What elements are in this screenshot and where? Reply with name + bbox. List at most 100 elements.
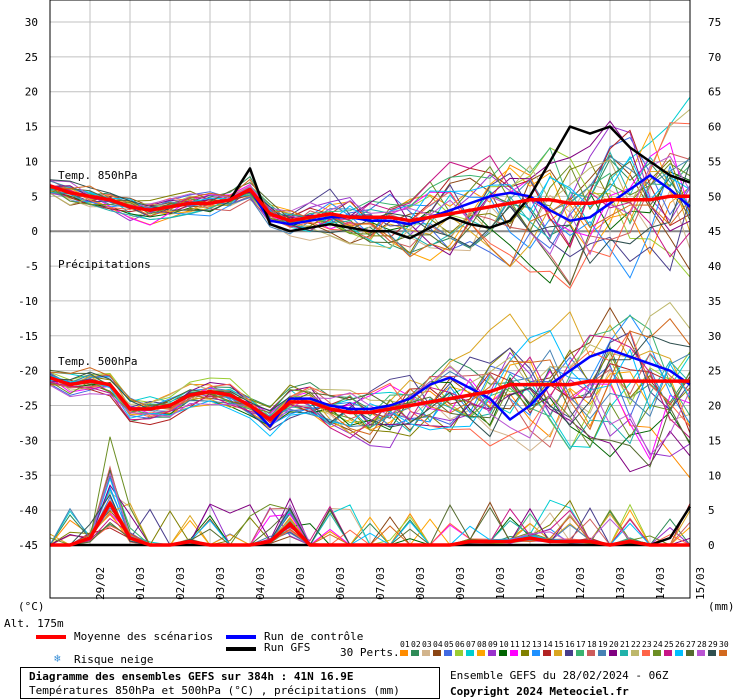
- pert-line-t500: [49, 366, 691, 457]
- pert-swatch: [697, 650, 705, 656]
- pert-line-t850: [49, 163, 691, 235]
- pert-swatch: [466, 650, 474, 656]
- pert-swatch: [521, 650, 529, 656]
- pert-swatch: [587, 650, 595, 656]
- ytick-left: -5: [25, 260, 38, 273]
- snowflake-icon: ❄: [54, 652, 61, 665]
- xtick-date: 29/02: [94, 567, 107, 600]
- pert-line-t850: [49, 155, 691, 256]
- pert-number: 08: [477, 640, 487, 649]
- pert-number: 18: [587, 640, 597, 649]
- ytick-right: 5: [708, 504, 715, 517]
- pert-number: 16: [565, 640, 575, 649]
- ytick-right: 0: [708, 539, 715, 552]
- ytick-left: 10: [25, 155, 38, 168]
- pert-number: 20: [609, 640, 619, 649]
- legend-snow-label: Risque neige: [74, 653, 154, 666]
- pert-number: 02: [411, 640, 421, 649]
- pert-number: 30: [719, 640, 729, 649]
- title-box: Diagramme des ensembles GEFS sur 384h : …: [20, 667, 440, 699]
- chart-title: Diagramme des ensembles GEFS sur 384h : …: [29, 670, 354, 683]
- pert-swatch: [653, 650, 661, 656]
- pert-number: 04: [433, 640, 443, 649]
- pert-swatch: [400, 650, 408, 656]
- ytick-left: 25: [25, 51, 38, 64]
- ytick-left: -10: [18, 295, 38, 308]
- run-info: Ensemble GEFS du 28/02/2024 - 06Z: [450, 669, 669, 682]
- pert-swatch: [477, 650, 485, 656]
- pert-line-t850: [49, 109, 691, 249]
- legend-mean-label: Moyenne des scénarios: [74, 630, 214, 643]
- copyright: Copyright 2024 Meteociel.fr: [450, 685, 629, 698]
- pert-number: 21: [620, 640, 630, 649]
- ytick-left: -25: [18, 400, 38, 413]
- pert-number: 28: [697, 640, 707, 649]
- ytick-right: 25: [708, 365, 721, 378]
- xtick-date: 14/03: [654, 567, 667, 600]
- ylabel-right: (mm): [708, 600, 735, 613]
- pert-number: 12: [521, 640, 531, 649]
- pert-swatch: [686, 650, 694, 656]
- ytick-right: 60: [708, 121, 721, 134]
- pert-swatch: [609, 650, 617, 656]
- ylabel-left: (°C): [18, 600, 45, 613]
- pert-swatch: [532, 650, 540, 656]
- pert-number: 06: [455, 640, 465, 649]
- pert-line-t850: [49, 150, 691, 247]
- ytick-right: 40: [708, 260, 721, 273]
- altitude-label: Alt. 175m: [4, 617, 64, 630]
- pert-line-t850: [49, 120, 691, 256]
- ytick-right: 70: [708, 51, 721, 64]
- ytick-right: 15: [708, 434, 721, 447]
- pert-swatch: [565, 650, 573, 656]
- pert-number: 09: [488, 640, 498, 649]
- pert-line-t500: [49, 315, 691, 419]
- pert-number: 11: [510, 640, 520, 649]
- legend-gfs-label: Run GFS: [264, 641, 311, 654]
- ytick-left: 15: [25, 121, 38, 134]
- xtick-date: 13/03: [614, 567, 627, 600]
- pert-line-t500: [49, 331, 691, 431]
- pert-number: 07: [466, 640, 476, 649]
- xtick-date: 06/03: [334, 567, 347, 600]
- ytick-right: 35: [708, 295, 721, 308]
- ytick-left: 20: [25, 86, 38, 99]
- ytick-right: 20: [708, 400, 721, 413]
- pert-line-t500: [49, 301, 691, 422]
- ytick-right: 55: [708, 155, 721, 168]
- ytick-right: 10: [708, 469, 721, 482]
- xtick-date: 12/03: [574, 567, 587, 600]
- xtick-date: 15/03: [694, 567, 707, 600]
- ytick-left: -20: [18, 365, 38, 378]
- pert-swatch: [631, 650, 639, 656]
- pert-number: 19: [598, 640, 608, 649]
- pert-swatch: [488, 650, 496, 656]
- pert-swatch: [675, 650, 683, 656]
- mean-line-t850: [49, 184, 690, 223]
- pert-swatch: [444, 650, 452, 656]
- pert-number: 01: [400, 640, 410, 649]
- ytick-left: -40: [18, 504, 38, 517]
- pert-number: 14: [543, 640, 553, 649]
- ytick-right: 45: [708, 225, 721, 238]
- pert-number: 25: [664, 640, 674, 649]
- pert-line-t500: [49, 334, 691, 439]
- pert-swatch: [620, 650, 628, 656]
- chart-grid: [49, 0, 691, 546]
- ytick-left: -35: [18, 469, 38, 482]
- legend-control-label: Run de contrôle: [264, 630, 364, 643]
- pert-number: 17: [576, 640, 586, 649]
- plot-frame: [49, 0, 691, 599]
- pert-swatch: [499, 650, 507, 656]
- pert-number: 10: [499, 640, 509, 649]
- pert-swatch: [708, 650, 716, 656]
- ytick-left: -30: [18, 434, 38, 447]
- ytick-left: 0: [31, 225, 38, 238]
- pert-swatch: [642, 650, 650, 656]
- pert-number: 24: [653, 640, 663, 649]
- ytick-right: 75: [708, 16, 721, 29]
- ytick-left: 30: [25, 16, 38, 29]
- pert-line-t850: [49, 158, 691, 255]
- chart-subtitle: Températures 850hPa et 500hPa (°C) , pré…: [29, 684, 400, 697]
